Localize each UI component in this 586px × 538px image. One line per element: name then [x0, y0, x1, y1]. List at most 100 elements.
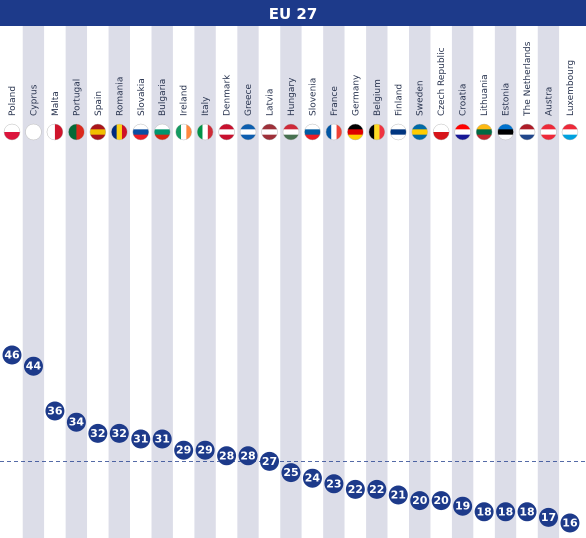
- value-label: 31: [133, 433, 148, 446]
- flag-stripe: [282, 134, 299, 140]
- flag-border: [518, 123, 536, 141]
- category-label: Slovenia: [308, 78, 318, 116]
- flag-stripe: [331, 124, 338, 140]
- category-label: Croatia: [459, 84, 469, 116]
- flag-stripe: [154, 134, 171, 140]
- flag-stripe: [497, 129, 514, 136]
- column-stripe: [151, 26, 173, 538]
- category-label: Luxembourg: [566, 60, 576, 116]
- flag: [68, 124, 85, 140]
- flag: [4, 124, 20, 140]
- column-stripe: [451, 26, 474, 538]
- flag-stripe: [132, 124, 149, 130]
- flag-border: [153, 123, 171, 141]
- value-dot: [324, 474, 344, 494]
- value-dot: [238, 446, 258, 466]
- flag: [261, 124, 278, 140]
- flag-border: [411, 123, 428, 141]
- flag-stripe: [218, 129, 235, 136]
- category-label: Austra: [545, 87, 555, 116]
- flag-border: [89, 123, 107, 141]
- flag-border: [25, 123, 42, 141]
- category-label: Greece: [244, 84, 254, 116]
- column-stripe: [280, 26, 302, 538]
- flag-border: [304, 123, 321, 141]
- flag-stripe: [89, 134, 106, 140]
- flag-stripe: [433, 132, 450, 140]
- value-label: 32: [112, 427, 127, 440]
- chart-title: EU 27: [269, 5, 318, 23]
- value-dot: [88, 423, 108, 443]
- flag-stripe: [540, 129, 557, 136]
- flag-stripe: [181, 124, 187, 140]
- flag: [433, 124, 450, 140]
- flag-stripe: [390, 124, 407, 130]
- flag: [347, 124, 364, 140]
- value-dot: [66, 412, 86, 432]
- category-label: Slovakia: [137, 78, 147, 116]
- value-dot: [2, 345, 22, 365]
- value-label: 18: [519, 505, 534, 518]
- flag-stripe: [202, 124, 209, 140]
- column-stripe: [516, 26, 538, 538]
- flag-border: [175, 123, 192, 141]
- flag: [132, 124, 149, 140]
- flag-border: [540, 123, 557, 141]
- flag-stripe: [390, 134, 407, 140]
- flag-stripe: [240, 129, 257, 136]
- flag-stripe: [207, 124, 214, 140]
- flag-border: [111, 123, 128, 141]
- value-dot: [560, 513, 580, 533]
- flag-stripe: [4, 124, 20, 133]
- column-stripe: [301, 26, 324, 538]
- column-stripe: [237, 26, 259, 538]
- flag: [304, 124, 321, 140]
- value-dot: [152, 429, 172, 449]
- value-dot: [131, 429, 151, 449]
- flag-stripe: [261, 134, 278, 140]
- flag-stripe: [282, 124, 299, 130]
- value-label: 25: [283, 466, 298, 479]
- flag-stripe: [304, 134, 321, 140]
- value-dot: [174, 440, 194, 460]
- flag-stripe: [4, 132, 20, 140]
- flag-border: [475, 123, 493, 141]
- category-label: Malta: [51, 91, 61, 116]
- value-dot: [23, 356, 43, 376]
- category-label: Poland: [8, 86, 18, 116]
- flag: [540, 124, 557, 140]
- value-dot: [539, 507, 558, 527]
- value-dot: [474, 502, 494, 522]
- flag: [325, 124, 342, 140]
- flag-stripe: [25, 124, 42, 133]
- column-stripe: [323, 26, 345, 538]
- column-stripes: [1, 26, 581, 538]
- category-label: Italy: [201, 96, 211, 116]
- category-label: Estonia: [502, 83, 512, 116]
- value-label: 18: [476, 505, 491, 518]
- column-stripe: [65, 26, 88, 538]
- value-dot: [217, 446, 237, 466]
- value-dot: [496, 502, 516, 522]
- value-label: 46: [4, 349, 20, 362]
- flag-border: [497, 123, 514, 141]
- flag-stripe: [497, 124, 514, 130]
- flag-stripe: [68, 124, 77, 140]
- column-stripe: [172, 26, 195, 538]
- value-label: 32: [90, 427, 105, 440]
- flag-border: [261, 123, 278, 141]
- flag-stripe: [368, 124, 375, 140]
- value-label: 20: [412, 494, 428, 507]
- column-stripe: [387, 26, 410, 538]
- flag-stripe: [519, 134, 536, 140]
- value-dot: [45, 401, 65, 421]
- flag-stripe: [476, 129, 493, 136]
- category-label: Finland: [394, 84, 404, 116]
- flag-stripe: [89, 124, 106, 130]
- flag-stripe: [218, 134, 235, 140]
- flag: [154, 124, 171, 140]
- flag-stripe: [561, 134, 578, 140]
- flag: [46, 124, 63, 140]
- value-dot: [195, 440, 215, 460]
